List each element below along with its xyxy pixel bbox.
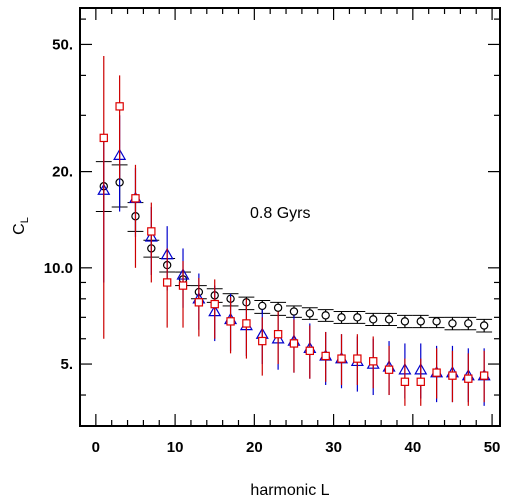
data-point: [162, 278, 172, 287]
x-tick-label: 20: [246, 439, 263, 456]
y-tick-label: 50.: [52, 36, 73, 53]
data-point: [337, 354, 346, 363]
x-axis-label: harmonic L: [250, 482, 329, 499]
data-point: [479, 321, 489, 330]
data-point: [210, 299, 219, 309]
chart-marks: [95, 55, 493, 406]
data-point: [226, 317, 235, 326]
x-tick-label: 50: [484, 439, 501, 456]
data-point: [337, 313, 346, 322]
data-point: [353, 313, 362, 322]
data-point: [273, 303, 283, 312]
data-point: [384, 365, 394, 374]
tick-labels: 0 10 20 30 40 50 5. 10.0 20. 50.: [44, 36, 501, 456]
data-point: [258, 301, 267, 311]
data-point: [258, 336, 267, 346]
annotation-label: 0.8 Gyrs: [250, 205, 310, 222]
data-point: [353, 354, 362, 363]
data-point: [289, 307, 299, 316]
data-point: [464, 319, 473, 328]
data-point: [194, 298, 204, 307]
data-point: [273, 329, 283, 339]
data-point: [321, 351, 330, 361]
data-point: [416, 377, 425, 386]
x-tick-label: 30: [325, 439, 342, 456]
data-point: [479, 371, 489, 380]
data-point: [115, 102, 124, 111]
data-point: [400, 377, 410, 386]
data-point: [305, 346, 315, 356]
data-point: [432, 368, 441, 377]
data-point: [131, 194, 140, 203]
data-point: [416, 317, 425, 326]
data-point: [147, 227, 156, 236]
data-point: [178, 281, 188, 290]
y-axis-label-main: C: [11, 223, 28, 235]
data-point: [289, 339, 299, 348]
y-tick-label: 5.: [60, 356, 73, 373]
series-circle: [95, 161, 493, 333]
x-tick-label: 0: [92, 439, 100, 456]
data-point: [448, 319, 457, 328]
data-point: [369, 315, 378, 324]
data-point: [99, 133, 108, 143]
y-tick-label: 10.0: [44, 260, 73, 277]
y-tick-label: 20.: [52, 164, 73, 181]
y-axis-label: CL: [11, 217, 31, 235]
y-axis-label-subscript: L: [19, 217, 31, 223]
data-point: [369, 357, 378, 366]
data-point: [305, 309, 315, 318]
data-point: [432, 317, 441, 326]
data-point: [400, 317, 410, 326]
data-point: [242, 319, 251, 328]
data-point: [448, 371, 457, 380]
x-tick-label: 10: [167, 439, 184, 456]
x-tick-label: 40: [404, 439, 421, 456]
plot-frame: [79, 7, 501, 427]
data-point: [321, 311, 330, 320]
data-point: [464, 374, 473, 383]
data-point: [384, 315, 394, 324]
series-square: [99, 55, 489, 406]
